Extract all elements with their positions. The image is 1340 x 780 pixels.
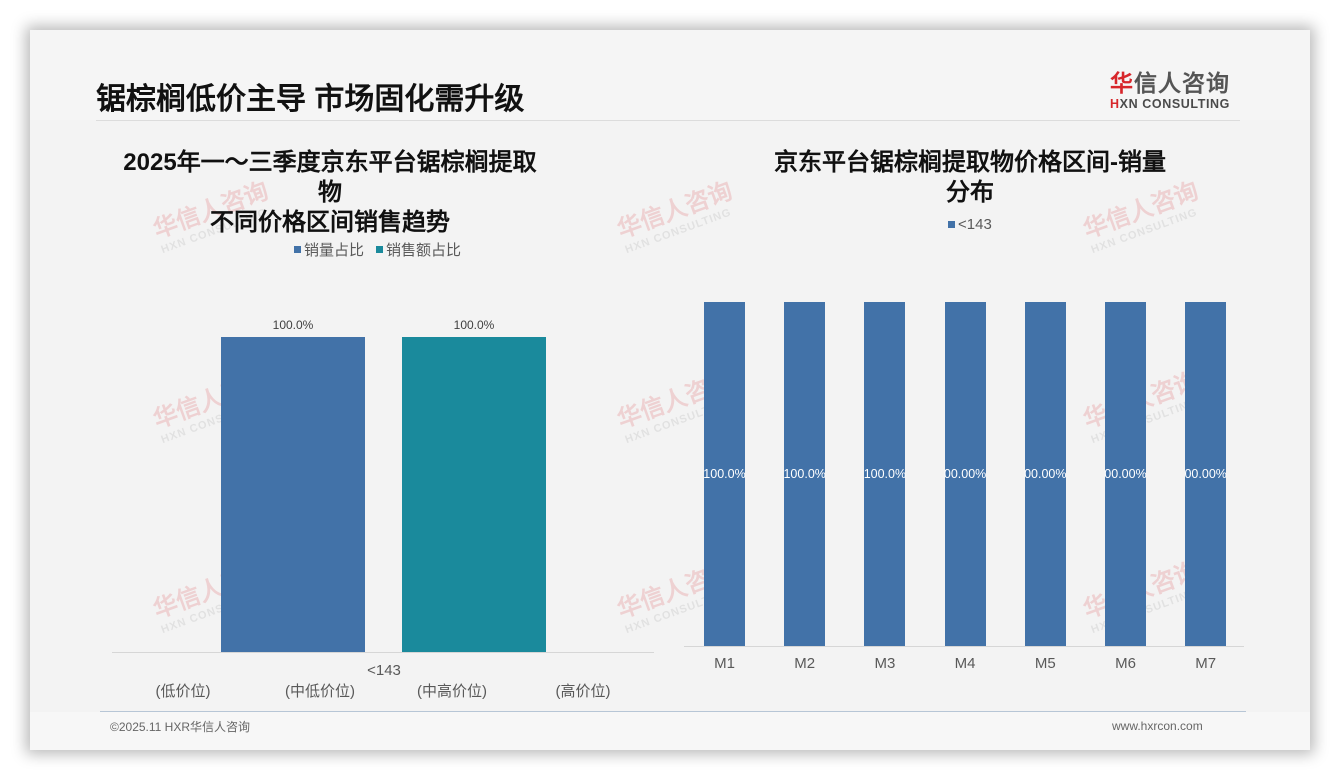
company-logo: 华信人咨询 HXN CONSULTING (1110, 64, 1245, 111)
left-chart-title-line1: 2025年一～三季度京东平台锯棕榈提取物 (123, 149, 537, 206)
legend-swatch-volume (294, 246, 301, 253)
price-tier-high: (高价位) (555, 683, 611, 700)
footer (30, 712, 1310, 750)
left-chart-title-line2: 不同价格区间销售趋势 (210, 209, 450, 236)
logo-en-rest: XN CONSULTING (1119, 97, 1230, 111)
right-chart-title: 京东平台锯棕榈提取物价格区间-销量 分布 (730, 148, 1210, 208)
month-label-m3: M3 (874, 655, 896, 672)
legend-label-revenue: 销售额占比 (386, 242, 462, 259)
bar-m3[interactable] (864, 302, 906, 646)
bar-m7[interactable] (1185, 302, 1227, 646)
month-label-m6: M6 (1115, 655, 1136, 672)
bar-m5[interactable] (1024, 302, 1066, 646)
bar-m2[interactable] (784, 302, 826, 646)
legend-item-volume[interactable]: 销量占比 (294, 239, 364, 260)
footer-website[interactable]: www.hxrcon.com (1112, 719, 1203, 733)
title-divider (96, 120, 1240, 121)
price-tier-mid-low: (中低价位) (285, 683, 355, 700)
bar-m4[interactable] (944, 302, 986, 646)
logo-cn: 华信人咨询 (1110, 64, 1245, 98)
legend-label-volume: 销量占比 (304, 242, 365, 259)
right-x-axis (684, 646, 1244, 647)
legend-label-lt143: <143 (958, 216, 992, 233)
category-label: <143 (367, 662, 401, 679)
legend-item-lt143[interactable]: <143 (948, 216, 992, 233)
right-chart-legend: <143 (948, 216, 992, 233)
bar-m1[interactable] (704, 302, 745, 646)
left-chart-title: 2025年一～三季度京东平台锯棕榈提取物 不同价格区间销售趋势 (120, 148, 540, 238)
legend-swatch-revenue (376, 246, 384, 253)
logo-cn-accent: 华 (1110, 70, 1134, 96)
bar-label-revenue: 100.0% (453, 318, 495, 332)
bar-value-label: 00.00% (1184, 467, 1227, 481)
right-chart-title-line2: 分布 (946, 179, 994, 206)
header-band (30, 30, 1310, 120)
bar-value-label: 100.0% (863, 467, 907, 481)
price-tier-low: (低价位) (155, 683, 211, 700)
legend-item-revenue[interactable]: 销售额占比 (376, 239, 461, 260)
logo-cn-rest: 信人咨询 (1134, 70, 1230, 96)
bar-value-label: 100.0% (703, 467, 746, 481)
price-tier-mid-high: (中高价位) (417, 683, 487, 700)
bar-m6[interactable] (1105, 302, 1146, 646)
bar-value-label: 00.00% (1104, 467, 1147, 481)
logo-en: HXN CONSULTING (1110, 97, 1245, 111)
bar-value-label: 100.0% (783, 467, 826, 481)
legend-swatch-lt143 (948, 221, 955, 228)
page-title: 锯棕榈低价主导 市场固化需升级 (96, 83, 525, 116)
month-label-m5: M5 (1034, 655, 1056, 672)
bar-value-label: 00.00% (943, 467, 987, 481)
right-chart-title-line1: 京东平台锯棕榈提取物价格区间-销量 (774, 149, 1166, 176)
month-label-m4: M4 (954, 655, 976, 672)
month-label-m7: M7 (1195, 655, 1217, 672)
bar-revenue[interactable] (402, 337, 546, 652)
footer-divider (100, 711, 1246, 712)
footer-copyright: ©2025.11 HXR华信人咨询 (110, 720, 250, 734)
bar-label-volume: 100.0% (272, 318, 314, 332)
month-label-m1: M1 (714, 655, 735, 672)
month-label-m2: M2 (794, 655, 816, 672)
logo-en-accent: H (1110, 97, 1120, 111)
bar-volume[interactable] (221, 337, 365, 652)
bar-value-label: 00.00% (1024, 467, 1067, 481)
left-x-axis (112, 652, 654, 653)
slide: 锯棕榈低价主导 市场固化需升级 华信人咨询 HXN CONSULTING 华信人… (30, 30, 1310, 750)
left-chart-legend: 销量占比 销售额占比 (294, 239, 461, 260)
